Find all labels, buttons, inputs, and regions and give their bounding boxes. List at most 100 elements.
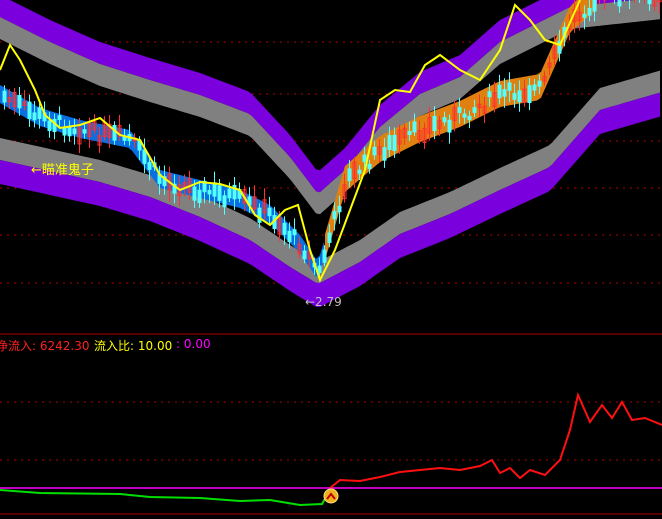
candle [217, 185, 222, 201]
candle [507, 82, 512, 91]
candle [657, 0, 662, 3]
candle [322, 249, 327, 263]
candle [262, 199, 267, 214]
candle [317, 265, 322, 274]
candle [332, 210, 337, 220]
candle [32, 112, 37, 121]
candle [587, 7, 592, 16]
candle [182, 182, 187, 188]
candle [412, 121, 417, 133]
candle [287, 230, 292, 243]
candle [302, 250, 307, 260]
candle [197, 189, 202, 203]
candle [527, 85, 532, 104]
inflow-ratio-label: 流入比: [94, 339, 135, 353]
candle [427, 117, 432, 134]
candle [112, 125, 117, 141]
indicator-inflow-ratio: 流入比: 10.00 [94, 337, 172, 354]
candle [577, 11, 582, 22]
candle [442, 117, 447, 123]
candle [422, 127, 427, 143]
candle [547, 62, 552, 68]
candle [482, 105, 487, 114]
candle [592, 0, 597, 12]
candle [292, 229, 297, 236]
candle [372, 146, 377, 156]
candle [62, 126, 67, 136]
candle [297, 243, 302, 255]
candle [142, 149, 147, 164]
buy-signal-chevron [326, 492, 336, 500]
yellow-line [0, 0, 581, 283]
third-value: 0.00 [183, 337, 211, 351]
candle [477, 103, 482, 109]
candle [387, 135, 392, 150]
candle [57, 115, 62, 120]
candle [472, 107, 477, 113]
candle [337, 205, 342, 213]
candle [12, 91, 17, 107]
candle [397, 129, 402, 145]
candle [517, 90, 522, 103]
candle [552, 46, 557, 59]
candle [117, 125, 122, 137]
candle [82, 129, 87, 134]
candle [72, 128, 77, 135]
candle [617, 0, 622, 7]
third-label: : [176, 337, 181, 351]
candle [437, 120, 442, 129]
candle [522, 88, 527, 103]
candle [162, 176, 167, 187]
candle [467, 115, 472, 121]
candle [432, 115, 437, 132]
indicator-net-inflow: 净流入: 6242.30 [0, 337, 90, 354]
annotation-low-price: ←2.79 [305, 295, 342, 309]
candle [487, 91, 492, 98]
candle [172, 183, 177, 194]
candle [402, 127, 407, 139]
candle [497, 84, 502, 99]
candle [647, 0, 652, 5]
candle [447, 119, 452, 133]
candle [502, 89, 507, 97]
candle [252, 196, 257, 210]
candle [202, 180, 207, 193]
annotation-aim: ←瞄准鬼子 [31, 163, 94, 178]
lower-gray-band [0, 70, 660, 283]
candle [2, 90, 7, 103]
candle [382, 147, 387, 161]
candle [277, 217, 282, 235]
candle [212, 182, 217, 197]
candle [97, 135, 102, 146]
candle [342, 184, 347, 199]
buy-signal-icon [323, 488, 339, 504]
candle [327, 232, 332, 243]
candle [357, 169, 362, 174]
indicator-third: : 0.00 [176, 337, 211, 351]
candle [22, 101, 27, 107]
candle [87, 123, 92, 137]
candle [532, 84, 537, 91]
candle [282, 222, 287, 235]
inflow-negative-line [0, 489, 331, 507]
candle [462, 113, 467, 118]
candle [92, 121, 97, 131]
candle [47, 120, 52, 132]
candle [27, 101, 32, 120]
candle [37, 107, 42, 119]
candle [192, 186, 197, 201]
candle [67, 125, 72, 137]
candle [652, 0, 657, 7]
lower-purple-band [0, 92, 660, 307]
candle [492, 92, 497, 108]
net-inflow-value: 6242.30 [39, 339, 90, 353]
candle [557, 40, 562, 54]
candle [227, 188, 232, 199]
upper-purple-band [0, 0, 635, 193]
candle [147, 162, 152, 170]
candle [362, 154, 367, 163]
candle [77, 127, 82, 145]
candle [377, 146, 382, 155]
candle [407, 130, 412, 135]
inflow-positive-line [329, 391, 662, 489]
